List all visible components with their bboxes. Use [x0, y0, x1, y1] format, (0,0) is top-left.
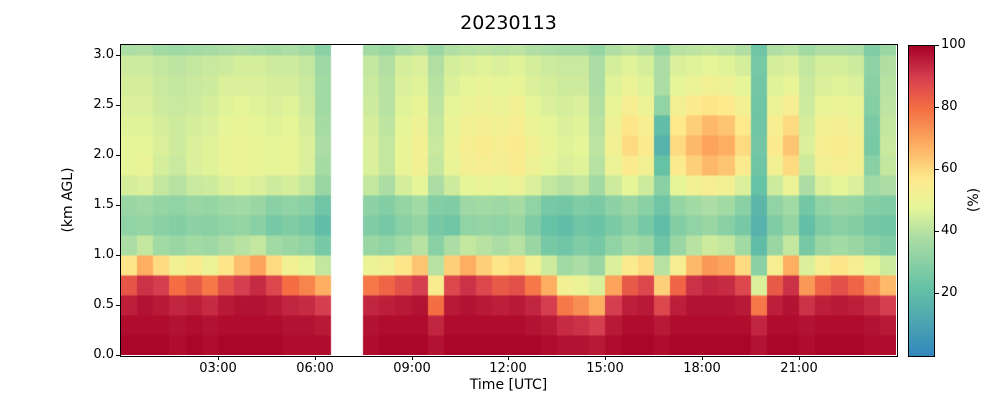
x-tick-mark [605, 356, 606, 360]
y-tick-mark [116, 205, 120, 206]
y-tick-label: 1.5 [93, 197, 114, 212]
y-tick-label: 3.0 [93, 47, 114, 62]
y-tick-mark [116, 105, 120, 106]
x-tick-label: 03:00 [199, 361, 237, 376]
colorbar-tick-mark [935, 231, 939, 232]
x-tick-label: 18:00 [683, 361, 721, 376]
colorbar-tick-label: 100 [941, 37, 966, 52]
y-tick-label: 2.5 [93, 97, 114, 112]
colorbar-tick-mark [935, 45, 939, 46]
chart-title: 20230113 [460, 12, 557, 34]
x-tick-mark [315, 356, 316, 360]
x-tick-label: 21:00 [780, 361, 818, 376]
y-tick-mark [116, 355, 120, 356]
x-axis-label: Time [UTC] [469, 377, 548, 393]
x-tick-mark [702, 356, 703, 360]
x-tick-label: 06:00 [296, 361, 334, 376]
colorbar-tick-mark [935, 107, 939, 108]
x-tick-mark [218, 356, 219, 360]
colorbar-tick-label: 20 [941, 285, 958, 300]
x-tick-label: 15:00 [586, 361, 624, 376]
colorbar [908, 45, 935, 357]
y-tick-mark [116, 155, 120, 156]
x-tick-mark [412, 356, 413, 360]
x-tick-label: 09:00 [393, 361, 431, 376]
y-tick-mark [116, 255, 120, 256]
x-tick-label: 12:00 [489, 361, 527, 376]
colorbar-tick-label: 40 [941, 223, 958, 238]
heatmap-canvas [121, 45, 896, 355]
y-tick-label: 0.0 [93, 347, 114, 362]
x-tick-mark [508, 356, 509, 360]
colorbar-tick-mark [935, 169, 939, 170]
y-tick-mark [116, 55, 120, 56]
colorbar-tick-mark [935, 293, 939, 294]
colorbar-tick-label: 60 [941, 161, 958, 176]
y-tick-label: 0.5 [93, 297, 114, 312]
colorbar-axis-label: (%) [966, 187, 982, 213]
x-tick-mark [799, 356, 800, 360]
colorbar-tick-label: 80 [941, 99, 958, 114]
colorbar-gradient [909, 46, 934, 356]
y-tick-label: 2.0 [93, 147, 114, 162]
y-tick-label: 1.0 [93, 247, 114, 262]
y-tick-mark [116, 305, 120, 306]
y-axis-label: (km AGL) [60, 167, 76, 233]
